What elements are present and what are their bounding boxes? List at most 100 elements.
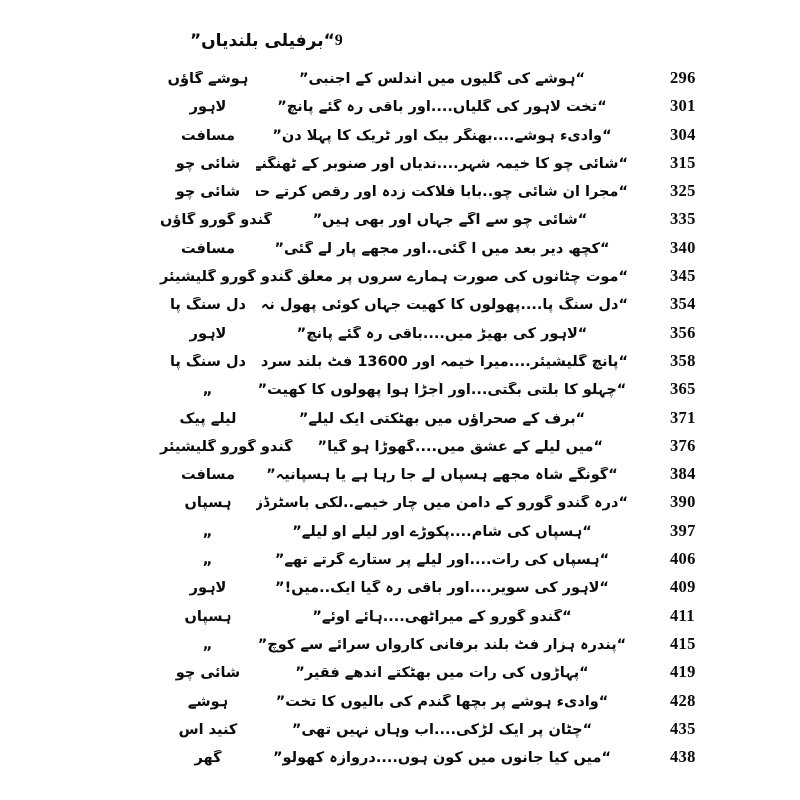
toc-place-label: لاہور [189,99,227,116]
toc-chapter-title: “گندو گورو کے میراٹھی....ہائے اوئے” [312,608,572,625]
toc-page-number: 340 [670,237,696,257]
toc-page-number: 415 [670,633,696,653]
toc-place-label: گندو گورو گلیشیئر [160,269,293,286]
toc-row[interactable]: 428 ہوشے “وادیء ہوشے پر بچھا گندم کی بالیو… [150,691,700,719]
toc-chapter-title: “ہسپاں کی رات....اور لیلے پر ستارے گرتے … [274,552,610,569]
toc-row[interactable]: 376 گندو گورو گلیشیئر “میں لیلے کے عشق میں… [150,436,700,464]
toc-page-number: 409 [670,577,696,597]
toc-entry: مسافت “وادیء ہوشے....بھنگر بیک اور ٹریک ک… [150,128,628,145]
toc-place-label: شائی چو [175,184,241,201]
toc-entry: „ “ہسپاں کی شام....پکوڑے اور لیلے او لیلے… [150,523,628,541]
toc-entry: گندو گورو گلیشیئر “میں لیلے کے عشق میں...… [150,439,628,456]
toc-chapter-title: “وادیء ہوشے....بھنگر بیک اور ٹریک کا پہل… [272,127,612,144]
toc-row[interactable]: 415 „ “پندرہ ہزار فٹ بلند برفانی کارواں سر… [150,634,700,662]
toc-entry: „ “چہلو کا بلتی بگتی...اور اُجڑا ہوا پھول… [150,381,628,399]
toc-row[interactable]: 354 دل سنگ پا “دل سنگ پا....پھولوں کا کھیت… [150,294,700,322]
toc-chapter-title: “برف کے صحراؤں میں بھٹکتی ایک لیلے” [298,410,586,427]
page-header: “برفیلی بلندیاں” 9 [0,26,800,56]
toc-entry: „ “ہسپاں کی رات....اور لیلے پر ستارے گرتے… [150,551,628,569]
toc-place-label: لیلے پیک [179,410,237,427]
toc-page-number: 428 [670,690,696,710]
toc-page-number: 411 [670,605,695,625]
toc-entry: شائی چو “مجرا ان شائی چو..بابا فلاکت زدہ … [150,184,628,201]
toc-row[interactable]: 409 لاہور “لاہور کی سویر....اور باقی رہ گی… [150,577,700,605]
toc-page-number: 371 [670,407,696,427]
toc-entry: دل سنگ پا “پانچ گلیشیئر....میرا خیمہ اور … [150,354,628,371]
toc-chapter-title: “چٹان پر ایک لڑکی....اب وہاں نہیں تھی” [291,721,593,738]
toc-page-number: 376 [670,435,696,455]
toc-page-number: 390 [670,492,696,512]
toc-row[interactable]: 438 گھر “میں کیا جانوں میں کون ہوں....دروا… [150,747,700,775]
toc-place-label: ہسپاں [184,495,232,512]
toc-row[interactable]: 304 مسافت “وادیء ہوشے....بھنگر بیک اور ٹری… [150,125,700,153]
toc-place-label: مسافت [180,127,236,144]
toc-page-number: 435 [670,718,696,738]
toc-entry: لیلے پیک “برف کے صحراؤں میں بھٹکتی ایک لی… [150,411,628,428]
toc-row[interactable]: 356 لاہور “لاہور کی بھیڑ میں....باقی رہ گئ… [150,323,700,351]
toc-page-number: 365 [670,379,696,399]
toc-list: 296 ہوشے گاؤں “ہوشے کی گلیوں میں اُندلس کے… [150,68,700,775]
toc-entry: لاہور “لاہور کی سویر....اور باقی رہ گیا ا… [150,580,628,597]
toc-entry: ہسپاں “درہ گندو گورو کے دامن میں چار خیمے… [150,495,629,512]
toc-entry: کنید اس “چٹان پر ایک لڑکی....اب وہاں نہیں… [150,722,628,739]
toc-entry: ہوشے “وادیء ہوشے پر بچھا گندم کی بالیوں ک… [150,694,628,711]
toc-page-number: 406 [670,549,696,569]
toc-chapter-title: “لاہور کی سویر....اور باقی رہ گیا ایک..م… [275,580,609,597]
toc-page-number: 301 [670,96,696,116]
toc-page-number: 438 [670,747,696,767]
toc-row[interactable]: 397 „ “ہسپاں کی شام....پکوڑے اور لیلے او ل… [150,521,700,549]
toc-row[interactable]: 340 مسافت “کچھ دیر بعد میں آ گئی..اور مجھے… [150,238,700,266]
toc-row[interactable]: 371 لیلے پیک “برف کے صحراؤں میں بھٹکتی ایک… [150,408,700,436]
toc-chapter-title: “درہ گندو گورو کے دامن میں چار خیمے..لکی… [256,495,628,512]
toc-place-label: شائی چو [175,155,241,172]
toc-page-number: 315 [670,152,696,172]
toc-row[interactable]: 358 دل سنگ پا “پانچ گلیشیئر....میرا خیمہ ا… [150,351,700,379]
toc-place-label: لاہور [189,325,227,342]
toc-row[interactable]: 345 گندو گورو گلیشیئر “موت چٹانوں کی صورت … [150,266,700,294]
toc-place-label: گندو گورو گاؤں [160,212,272,229]
toc-row[interactable]: 335 گندو گورو گاؤں “شائی چو سے آگے جہاں او… [150,209,700,237]
toc-chapter-title: “میں کیا جانوں میں کون ہوں....دروازہ کھو… [273,750,611,767]
toc-place-label: ہوشے گاؤں [167,71,249,87]
toc-place-label: شائی چو [175,665,241,682]
toc-place-ditto: „ [202,381,214,399]
toc-page-number: 296 [670,68,696,87]
toc-row[interactable]: 419 شائی چو “پہاڑوں کی رات میں بھٹکتے اندھ… [150,662,700,690]
toc-row[interactable]: 325 شائی چو “مجرا ان شائی چو..بابا فلاکت ز… [150,181,700,209]
toc-chapter-title: “میں لیلے کے عشق میں....گھوڑا ہو گیا” [317,438,604,455]
toc-chapter-title: “چہلو کا بلتی بگتی...اور اُجڑا ہوا پھولو… [257,382,627,399]
toc-chapter-title: “پانچ گلیشیئر....میرا خیمہ اور 13600 فٹ … [256,353,628,370]
toc-page-number: 356 [670,322,696,342]
toc-chapter-title: “ہوشے کی گلیوں میں اُندلس کے اجنبی” [298,71,586,87]
toc-row[interactable]: 411 ہسپاں “گندو گورو کے میراٹھی....ہائے او… [150,606,700,634]
toc-row[interactable]: 435 کنید اس “چٹان پر ایک لڑکی....اب وہاں ن… [150,719,700,747]
toc-chapter-title: “مجرا ان شائی چو..بابا فلاکت زدہ اور رقص… [256,184,628,201]
toc-page-number: 325 [670,181,696,201]
toc-entry: ہوشے گاؤں “ہوشے کی گلیوں میں اُندلس کے اج… [150,71,628,88]
toc-page-number: 384 [670,464,696,484]
toc-row[interactable]: 406 „ “ہسپاں کی رات....اور لیلے پر ستارے گ… [150,549,700,577]
toc-row[interactable]: 365 „ “چہلو کا بلتی بگتی...اور اُجڑا ہوا پ… [150,379,700,407]
toc-chapter-title: “موت چٹانوں کی صورت ہمارے سروں پر معلق ت… [293,269,628,286]
toc-page-number: 304 [670,124,696,144]
toc-row[interactable]: 384 مسافت “گونگے شاہ مجھے ہسپاں لے جا رہا … [150,464,700,492]
toc-place-label: کنید اس [178,721,238,738]
toc-row[interactable]: 315 شائی چو “شائی چو کا خیمہ شہر....ندیاں … [150,153,700,181]
toc-entry: شائی چو “پہاڑوں کی رات میں بھٹکتے اندھے ف… [150,665,628,682]
toc-chapter-title: “دل سنگ پا....پھولوں کا کھیت جہاں کوئی پ… [256,297,628,314]
toc-chapter-title: “پہاڑوں کی رات میں بھٹکتے اندھے فقیر” [295,665,589,682]
toc-entry: گندو گورو گاؤں “شائی چو سے آگے جہاں اور ب… [150,212,628,229]
toc-row[interactable]: 301 لاہور “تخت لاہور کی گلیاں....اور باقی … [150,96,700,124]
toc-entry: مسافت “کچھ دیر بعد میں آ گئی..اور مجھے پا… [150,241,628,258]
toc-row[interactable]: 390 ہسپاں “درہ گندو گورو کے دامن میں چار خ… [150,492,700,520]
toc-page-number: 345 [670,266,696,286]
toc-place-label: دل سنگ پا [169,353,247,370]
toc-page-number: 397 [670,520,696,540]
toc-entry: شائی چو “شائی چو کا خیمہ شہر....ندیاں اور… [150,156,628,173]
toc-entry: گھر “میں کیا جانوں میں کون ہوں....دروازہ … [150,750,628,767]
toc-entry: لاہور “لاہور کی بھیڑ میں....باقی رہ گئے پ… [150,326,628,343]
toc-chapter-title: “کچھ دیر بعد میں آ گئی..اور مجھے پار لے … [274,240,610,257]
toc-place-ditto: „ [202,522,214,540]
toc-row[interactable]: 296 ہوشے گاؤں “ہوشے کی گلیوں میں اُندلس کے… [150,68,700,96]
